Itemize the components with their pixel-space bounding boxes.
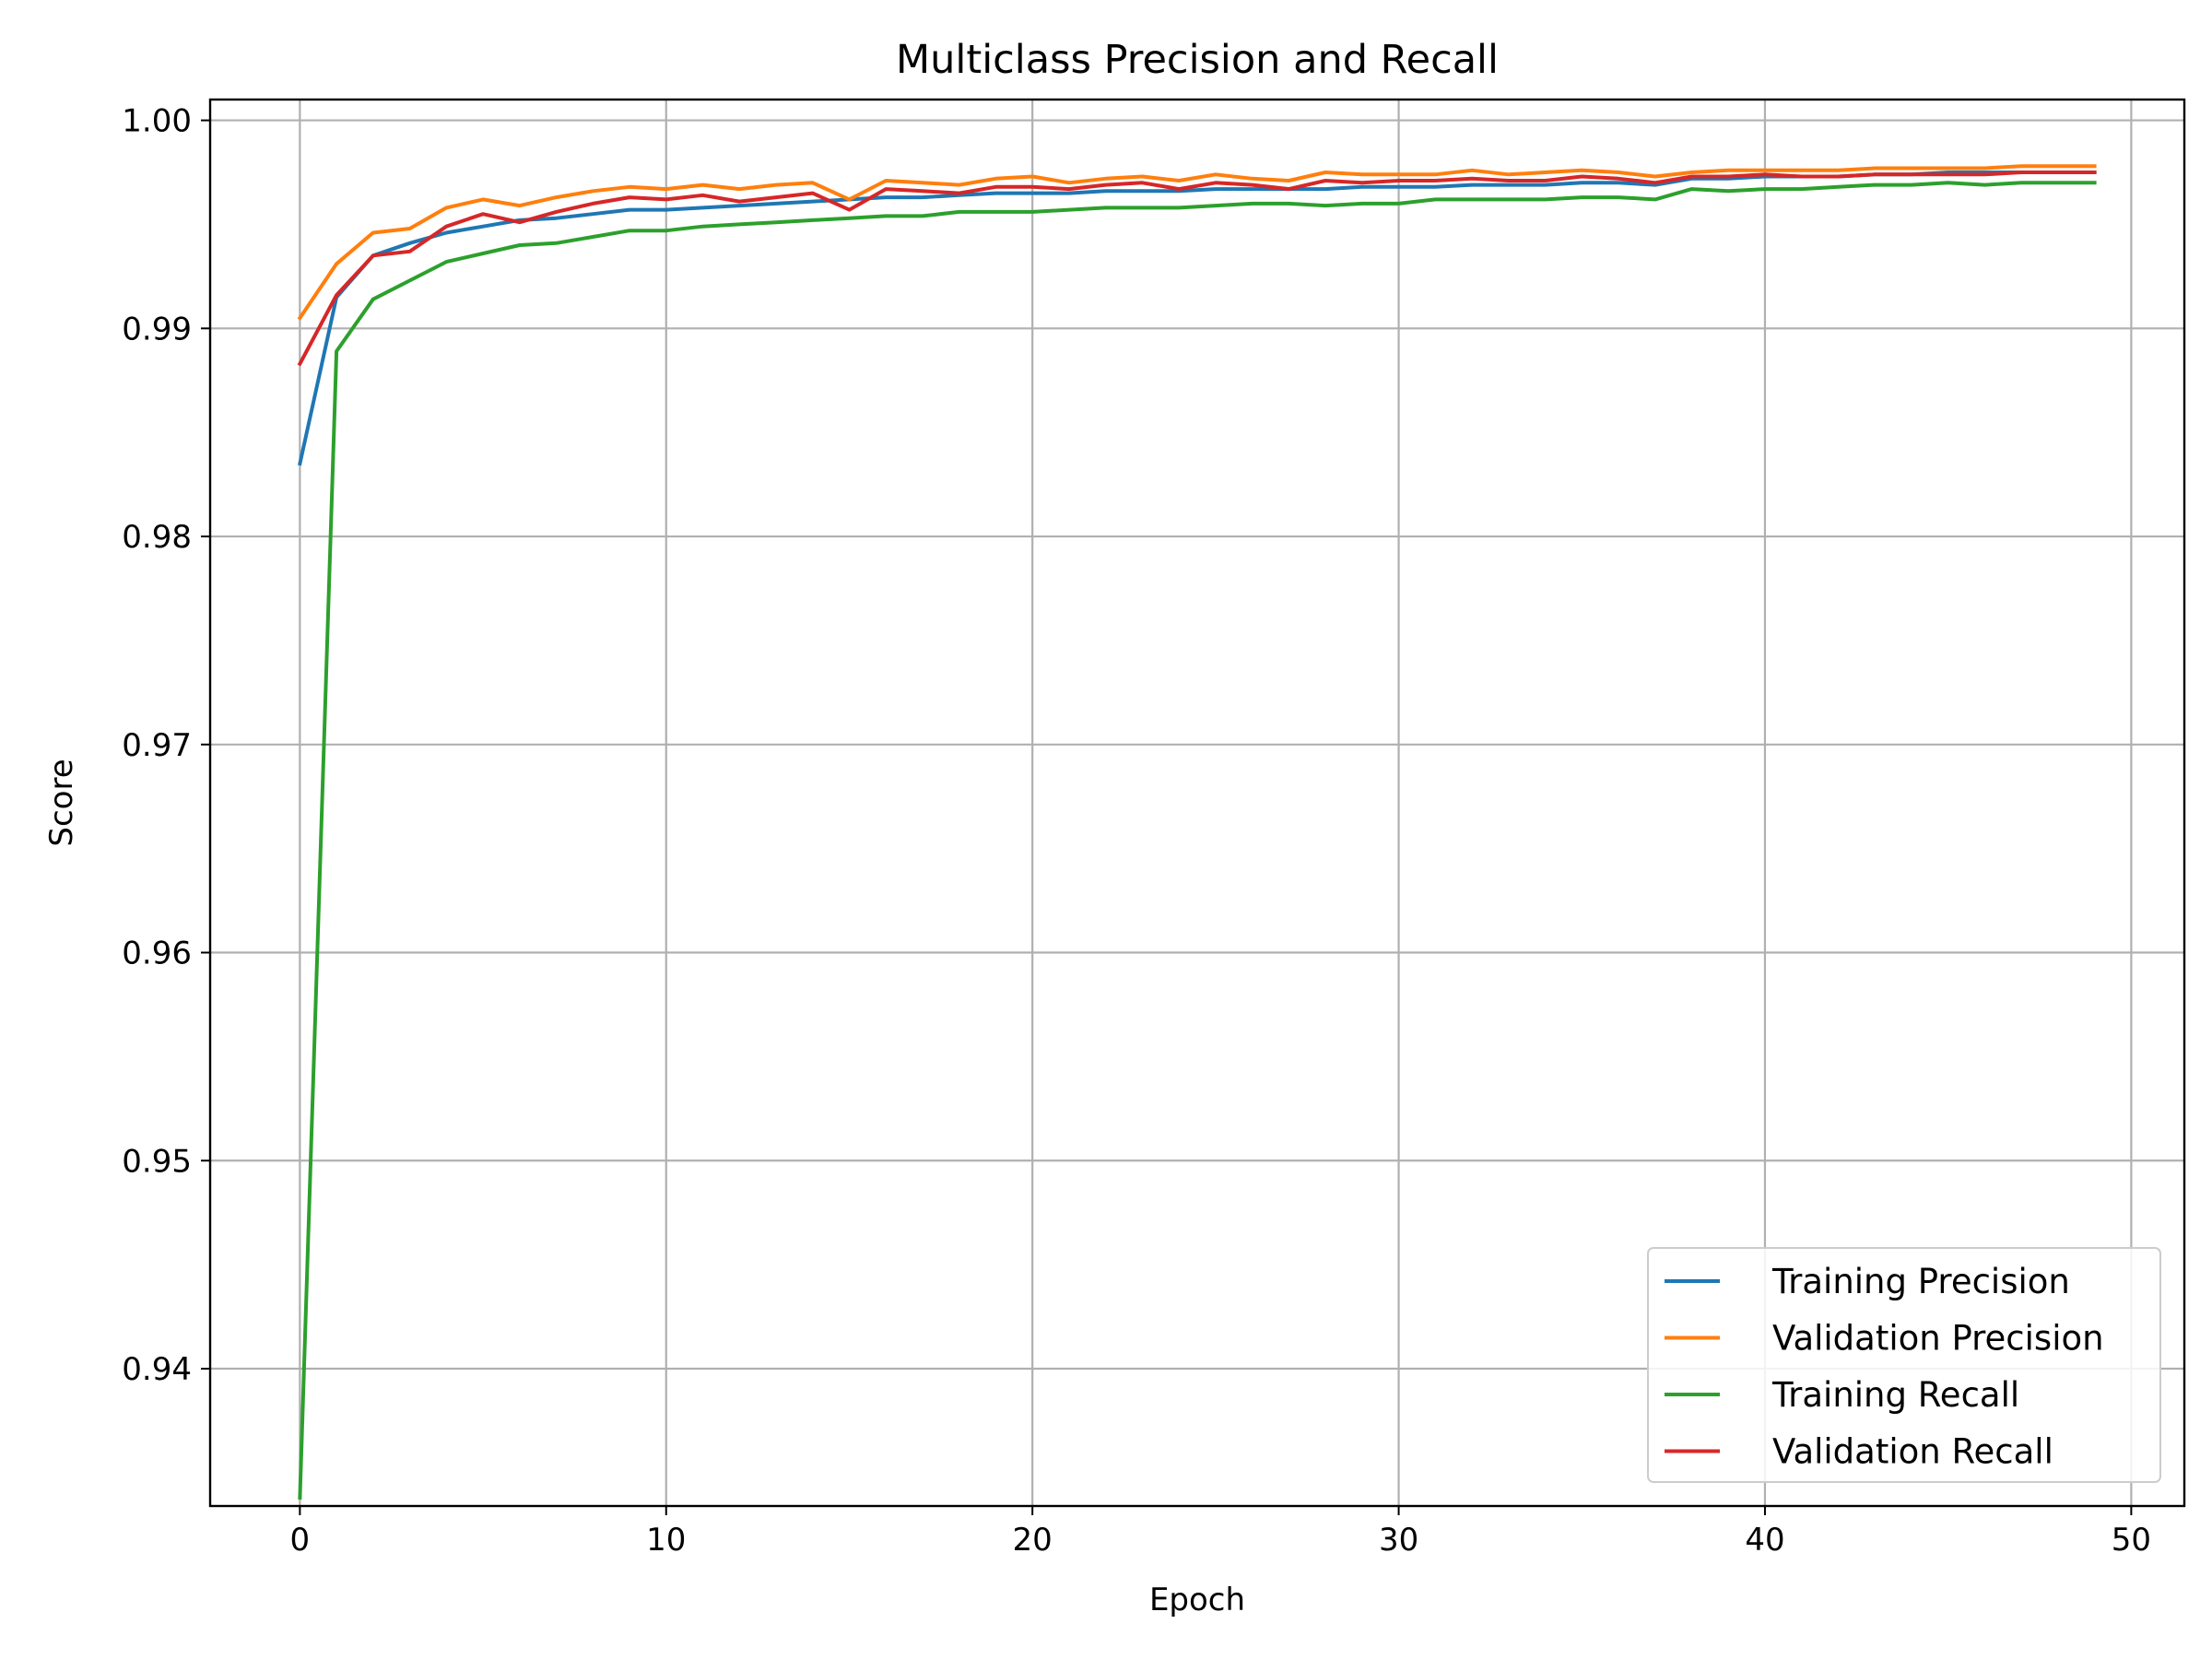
chart-title: Multiclass Precision and Recall (896, 37, 1499, 83)
x-tick-label: 20 (1013, 1522, 1053, 1559)
x-axis-title: Epoch (1149, 1582, 1245, 1618)
legend-box (1647, 1247, 2161, 1483)
legend: Training Precision Validation Precision Tr… (1647, 1247, 2161, 1483)
series-line-validation-recall (297, 171, 2097, 367)
grid (210, 100, 2184, 1506)
x-tick-label: 10 (646, 1522, 686, 1559)
x-tick-label: 50 (2112, 1522, 2151, 1559)
x-tick-label: 40 (1745, 1522, 1784, 1559)
legend-label-validation-precision: Validation Precision (1772, 1319, 2104, 1359)
y-axis-title: Score (43, 759, 80, 846)
y-tick-label: 0.99 (122, 311, 192, 347)
y-tick-label: 0.98 (122, 519, 192, 556)
x-tick-label: 30 (1379, 1522, 1418, 1559)
legend-label-training-precision: Training Precision (1771, 1262, 2070, 1301)
y-tick-label: 0.96 (122, 935, 192, 972)
x-tick-label: 0 (290, 1522, 311, 1559)
y-tick-label: 0.95 (122, 1143, 192, 1180)
series-lines (297, 164, 2097, 1500)
y-tick-label: 0.94 (122, 1351, 192, 1388)
axis-ticks: 0 10 20 30 40 50 0.94 0.95 0.96 0.97 0.98 0.99 1.00 (122, 103, 2151, 1559)
legend-label-validation-recall: Validation Recall (1772, 1432, 2053, 1472)
y-tick-label: 1.00 (122, 103, 192, 140)
series-line-validation-precision (297, 164, 2097, 321)
y-tick-label: 0.97 (122, 727, 192, 764)
legend-label-training-recall: Training Recall (1771, 1375, 2019, 1415)
series-line-training-recall (298, 181, 2097, 1500)
plot-frame (208, 98, 2186, 1508)
